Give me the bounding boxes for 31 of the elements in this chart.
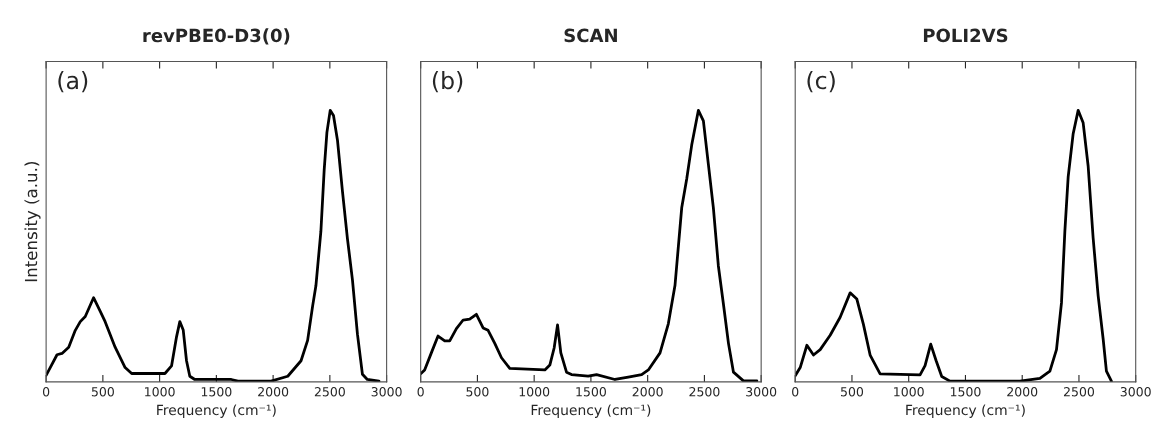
text: (b) <box>432 71 463 93</box>
x-tick-label: 3000 <box>371 387 402 397</box>
y-axis-title: Intensity (a.u.) <box>24 162 41 282</box>
x-axis-title: Frequency (cm⁻¹) <box>157 404 276 418</box>
text: (c) <box>807 71 835 93</box>
x-tick-label: 0 <box>792 387 799 397</box>
x-tick-label: 500 <box>840 387 864 397</box>
x-tick-label: 500 <box>91 387 114 397</box>
x-tick-label: 1000 <box>519 387 550 397</box>
x-tick-label: 2000 <box>1007 387 1038 397</box>
x-tick-label: 2000 <box>258 387 289 397</box>
x-tick-label: 1000 <box>145 387 175 397</box>
chart-title: SCAN <box>564 28 617 43</box>
x-tick-label: 1500 <box>201 387 232 397</box>
x-tick-label: 500 <box>466 387 489 397</box>
text: (a) <box>58 71 88 93</box>
x-axis-title: Frequency (cm⁻¹) <box>906 404 1025 418</box>
x-tick-label: 1500 <box>950 387 981 397</box>
x-tick-label: 0 <box>417 387 424 397</box>
x-tick-label: 3000 <box>1120 387 1151 397</box>
x-tick-label: 1500 <box>576 387 606 397</box>
x-tick-label: 2500 <box>314 387 345 397</box>
x-tick-label: 2000 <box>632 387 663 397</box>
x-tick-label: 2500 <box>1063 387 1095 397</box>
x-tick-label: 0 <box>42 387 50 397</box>
x-tick-label: 3000 <box>746 387 777 397</box>
x-tick-label: 1000 <box>894 387 924 397</box>
x-tick-label: 2500 <box>689 387 720 397</box>
chart-title: POLI2VS <box>923 28 1008 43</box>
chart-title: revPBE0-D3(0) <box>143 28 290 45</box>
x-axis-title: Frequency (cm⁻¹) <box>531 404 651 418</box>
